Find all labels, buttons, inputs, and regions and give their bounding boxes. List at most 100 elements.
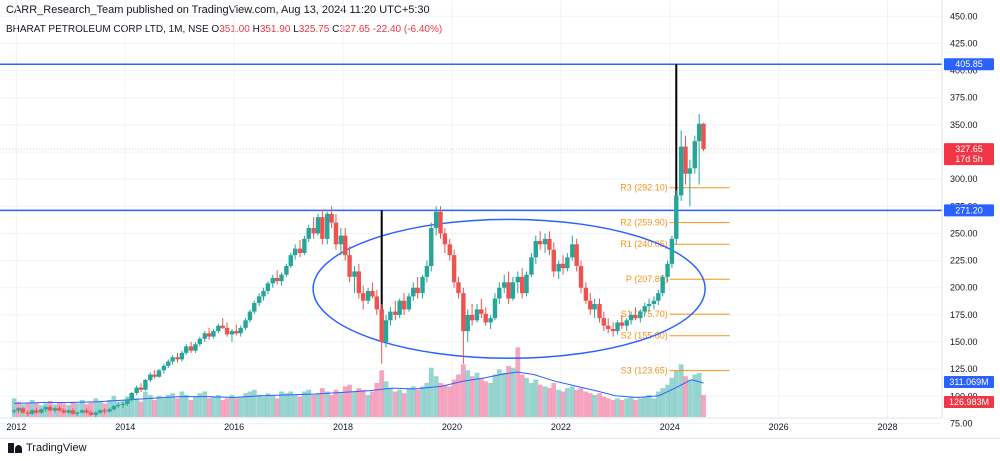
- volume-bar: [397, 389, 403, 417]
- candle-body: [202, 333, 207, 339]
- time-tick-label: 2012: [6, 422, 26, 432]
- candle-body: [193, 344, 198, 351]
- candle-body: [97, 410, 103, 413]
- price-tick-label: 375.00: [950, 93, 978, 103]
- volume-bar: [142, 391, 148, 417]
- volume-bar: [510, 367, 516, 417]
- pivot-label: S2 (155.80): [621, 331, 668, 341]
- tradingview-logo[interactable]: TradingView: [8, 442, 87, 454]
- volume-bar: [188, 400, 194, 417]
- volume-bar: [401, 393, 407, 417]
- volume-bar: [447, 386, 453, 417]
- candle-body: [261, 290, 266, 297]
- candle-body: [497, 287, 502, 299]
- candle-body: [229, 331, 235, 335]
- volume-bar: [587, 393, 593, 417]
- volume-bar: [574, 389, 580, 417]
- time-tick-label: 2018: [333, 422, 353, 432]
- volume-bar: [342, 386, 348, 417]
- volume-bar: [633, 400, 638, 417]
- volume-bar: [333, 389, 339, 417]
- price-badge-label: 271.20: [955, 205, 983, 215]
- volume-bar: [79, 400, 85, 417]
- volume-bar: [251, 389, 257, 417]
- candle-body: [565, 257, 570, 269]
- volume-bar: [329, 394, 335, 417]
- candle-body: [279, 274, 284, 282]
- volume-bar: [701, 394, 706, 417]
- volume-bar: [578, 388, 584, 417]
- candle-body: [311, 228, 316, 234]
- volume-bar: [560, 391, 566, 417]
- volume-bars: [11, 347, 706, 417]
- candle-body: [638, 311, 643, 319]
- volume-bar: [388, 388, 393, 417]
- volume-bar: [605, 398, 611, 417]
- candle-body: [615, 322, 620, 332]
- volume-bar: [115, 401, 121, 417]
- candle-body: [388, 311, 393, 321]
- candle-body: [329, 213, 334, 223]
- volume-bar: [646, 394, 652, 417]
- volume-bar: [270, 394, 276, 417]
- candle-body: [488, 318, 493, 323]
- candle-body: [483, 313, 488, 323]
- candle-body: [102, 410, 107, 412]
- volume-bar: [673, 370, 679, 417]
- candle-body: [211, 331, 216, 337]
- price-badge-countdown: 17d 5h: [955, 154, 983, 164]
- candle-body: [93, 412, 99, 415]
- candle-body: [383, 320, 389, 342]
- volume-bar: [392, 391, 398, 417]
- price-badge: [944, 376, 994, 388]
- price-badge: [944, 396, 994, 408]
- candle-body: [628, 314, 634, 321]
- close-value: 327.65: [339, 24, 370, 35]
- candle-body: [138, 387, 144, 390]
- candle-body: [379, 309, 384, 342]
- volume-bar: [288, 391, 294, 417]
- high-label: H: [252, 24, 260, 35]
- volume-bar: [696, 372, 702, 417]
- price-tick-label: 425.00: [950, 38, 978, 48]
- candle-body: [578, 266, 584, 288]
- price-badge-label: 405.85: [955, 59, 983, 69]
- candle-body: [25, 412, 30, 414]
- volume-bar: [315, 393, 321, 417]
- candle-body: [284, 266, 289, 275]
- volume-bar: [451, 379, 457, 417]
- price-tick-label: 175.00: [950, 310, 978, 320]
- candle-body: [115, 404, 121, 407]
- candle-body: [88, 412, 94, 415]
- volume-bar: [383, 381, 389, 417]
- time-tick-label: 2026: [769, 422, 789, 432]
- candle-body: [547, 238, 552, 250]
- volume-bar: [220, 400, 226, 417]
- volume-bar: [379, 370, 385, 417]
- candle-body: [461, 293, 466, 332]
- candle-body: [510, 282, 516, 299]
- volume-bar: [179, 391, 185, 417]
- candle-body: [39, 409, 44, 413]
- price-chart[interactable]: R3 (292.10) R2 (259.90) R1 (240.05) P (207.…: [0, 0, 1000, 438]
- pivot-label: R1 (240.05): [620, 239, 668, 249]
- volume-bar: [292, 394, 298, 417]
- volume-bar: [338, 393, 344, 417]
- candle-body: [588, 300, 593, 310]
- candle-body: [606, 325, 611, 329]
- volume-bar: [501, 372, 507, 417]
- volume-bar: [537, 384, 543, 417]
- candle-body: [156, 370, 162, 377]
- volume-bar: [324, 391, 330, 417]
- volume-bar: [261, 396, 266, 417]
- pivot-label: R2 (259.90): [620, 218, 668, 228]
- volume-bar: [651, 398, 657, 417]
- candle-body: [424, 266, 430, 277]
- candle-body: [143, 380, 148, 390]
- pivot-label: P (207.85): [626, 274, 668, 284]
- brand-name: TradingView: [26, 442, 87, 454]
- candle-body: [597, 304, 602, 319]
- candle-body: [506, 282, 511, 299]
- volume-bar: [138, 401, 144, 417]
